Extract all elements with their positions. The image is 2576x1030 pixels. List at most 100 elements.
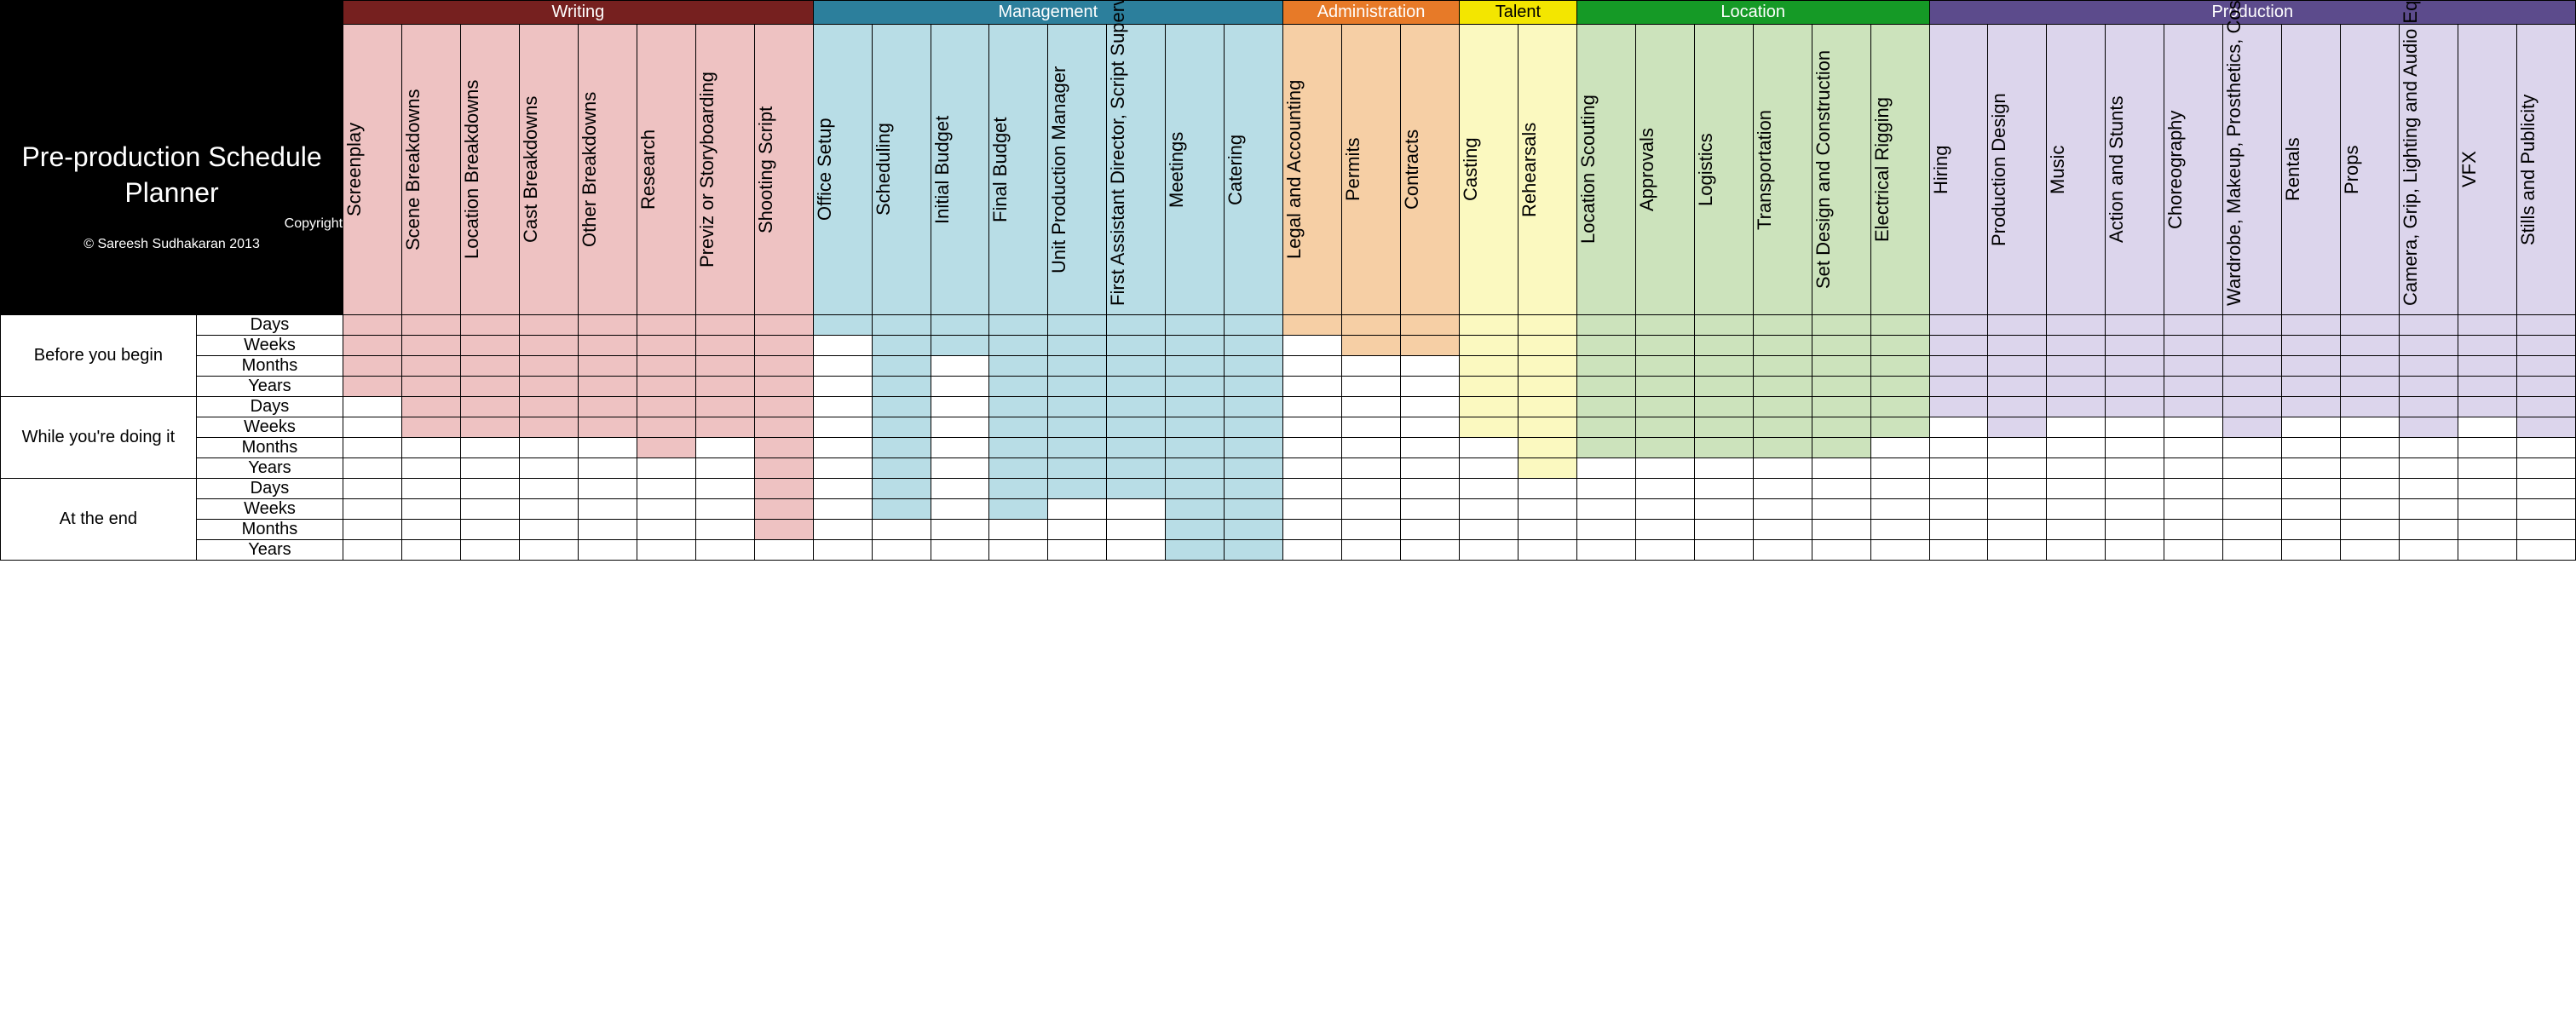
grid-cell[interactable] — [1225, 438, 1283, 458]
grid-cell[interactable] — [1870, 438, 1929, 458]
grid-cell[interactable] — [872, 458, 931, 479]
grid-cell[interactable] — [1283, 336, 1342, 356]
grid-cell[interactable] — [2164, 479, 2223, 499]
grid-cell[interactable] — [1753, 377, 1812, 397]
grid-cell[interactable] — [1870, 520, 1929, 540]
grid-cell[interactable] — [1870, 479, 1929, 499]
grid-cell[interactable] — [461, 356, 520, 377]
grid-cell[interactable] — [2458, 397, 2516, 417]
grid-cell[interactable] — [2458, 540, 2516, 561]
grid-cell[interactable] — [402, 417, 461, 438]
grid-cell[interactable] — [2106, 479, 2164, 499]
grid-cell[interactable] — [1988, 458, 2047, 479]
grid-cell[interactable] — [2106, 520, 2164, 540]
grid-cell[interactable] — [2458, 438, 2516, 458]
grid-cell[interactable] — [1929, 499, 1988, 520]
grid-cell[interactable] — [1048, 458, 1107, 479]
grid-cell[interactable] — [2047, 336, 2106, 356]
grid-cell[interactable] — [2282, 315, 2341, 336]
grid-cell[interactable] — [1576, 417, 1635, 438]
grid-cell[interactable] — [1988, 499, 2047, 520]
grid-cell[interactable] — [343, 499, 402, 520]
grid-cell[interactable] — [519, 336, 578, 356]
grid-cell[interactable] — [402, 479, 461, 499]
grid-cell[interactable] — [637, 540, 695, 561]
grid-cell[interactable] — [989, 438, 1048, 458]
grid-cell[interactable] — [1812, 520, 1870, 540]
grid-cell[interactable] — [1812, 356, 1870, 377]
grid-cell[interactable] — [2400, 479, 2458, 499]
grid-cell[interactable] — [461, 520, 520, 540]
grid-cell[interactable] — [1048, 417, 1107, 438]
grid-cell[interactable] — [461, 438, 520, 458]
grid-cell[interactable] — [519, 499, 578, 520]
grid-cell[interactable] — [637, 377, 695, 397]
grid-cell[interactable] — [989, 458, 1048, 479]
grid-cell[interactable] — [402, 520, 461, 540]
grid-cell[interactable] — [1635, 499, 1694, 520]
grid-cell[interactable] — [1694, 417, 1753, 438]
grid-cell[interactable] — [2341, 397, 2400, 417]
grid-cell[interactable] — [2282, 540, 2341, 561]
grid-cell[interactable] — [1342, 377, 1401, 397]
grid-cell[interactable] — [1459, 479, 1518, 499]
grid-cell[interactable] — [343, 336, 402, 356]
grid-cell[interactable] — [578, 479, 637, 499]
grid-cell[interactable] — [2047, 499, 2106, 520]
grid-cell[interactable] — [2223, 479, 2282, 499]
grid-cell[interactable] — [2282, 397, 2341, 417]
grid-cell[interactable] — [343, 458, 402, 479]
grid-cell[interactable] — [1812, 499, 1870, 520]
grid-cell[interactable] — [1225, 397, 1283, 417]
grid-cell[interactable] — [519, 479, 578, 499]
grid-cell[interactable] — [1929, 315, 1988, 336]
grid-cell[interactable] — [695, 356, 754, 377]
grid-cell[interactable] — [461, 499, 520, 520]
grid-cell[interactable] — [2047, 540, 2106, 561]
grid-cell[interactable] — [1694, 377, 1753, 397]
grid-cell[interactable] — [1166, 417, 1225, 438]
grid-cell[interactable] — [1107, 336, 1166, 356]
grid-cell[interactable] — [519, 377, 578, 397]
grid-cell[interactable] — [754, 356, 813, 377]
grid-cell[interactable] — [872, 397, 931, 417]
grid-cell[interactable] — [695, 499, 754, 520]
grid-cell[interactable] — [637, 397, 695, 417]
grid-cell[interactable] — [1576, 499, 1635, 520]
grid-cell[interactable] — [1342, 438, 1401, 458]
grid-cell[interactable] — [2282, 499, 2341, 520]
grid-cell[interactable] — [637, 356, 695, 377]
grid-cell[interactable] — [461, 377, 520, 397]
grid-cell[interactable] — [2164, 499, 2223, 520]
grid-cell[interactable] — [754, 397, 813, 417]
grid-cell[interactable] — [872, 417, 931, 438]
grid-cell[interactable] — [461, 417, 520, 438]
grid-cell[interactable] — [1753, 540, 1812, 561]
grid-cell[interactable] — [1459, 336, 1518, 356]
grid-cell[interactable] — [1694, 520, 1753, 540]
grid-cell[interactable] — [2106, 356, 2164, 377]
grid-cell[interactable] — [1342, 479, 1401, 499]
grid-cell[interactable] — [813, 540, 872, 561]
grid-cell[interactable] — [1342, 540, 1401, 561]
grid-cell[interactable] — [1694, 315, 1753, 336]
grid-cell[interactable] — [578, 417, 637, 438]
grid-cell[interactable] — [1988, 417, 2047, 438]
grid-cell[interactable] — [1107, 520, 1166, 540]
grid-cell[interactable] — [1929, 458, 1988, 479]
grid-cell[interactable] — [1459, 520, 1518, 540]
grid-cell[interactable] — [519, 520, 578, 540]
grid-cell[interactable] — [2400, 377, 2458, 397]
grid-cell[interactable] — [2164, 356, 2223, 377]
grid-cell[interactable] — [2516, 479, 2575, 499]
grid-cell[interactable] — [1870, 336, 1929, 356]
grid-cell[interactable] — [1518, 499, 1576, 520]
grid-cell[interactable] — [1929, 397, 1988, 417]
grid-cell[interactable] — [2458, 520, 2516, 540]
grid-cell[interactable] — [1870, 540, 1929, 561]
grid-cell[interactable] — [2341, 315, 2400, 336]
grid-cell[interactable] — [2400, 499, 2458, 520]
grid-cell[interactable] — [1166, 377, 1225, 397]
grid-cell[interactable] — [813, 417, 872, 438]
grid-cell[interactable] — [1988, 377, 2047, 397]
